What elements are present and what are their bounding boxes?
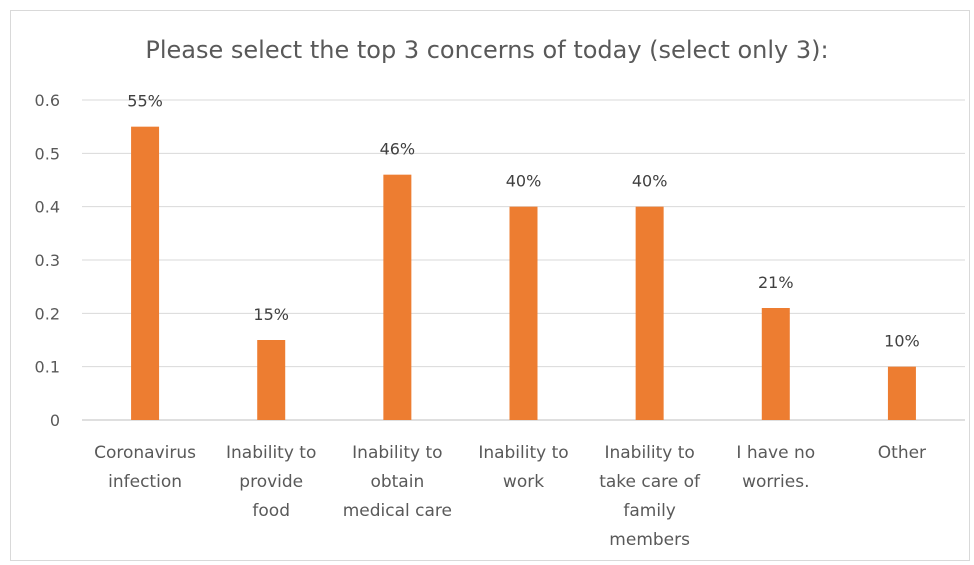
category-label: worries. xyxy=(742,472,809,492)
data-label: 55% xyxy=(127,92,163,111)
y-tick-label: 0 xyxy=(50,411,60,430)
y-axis-ticks: 0 0.1 0.2 0.3 0.4 0.5 0.6 xyxy=(35,91,60,430)
bar xyxy=(131,126,160,421)
y-tick-label: 0.5 xyxy=(35,144,60,163)
data-label: 10% xyxy=(884,332,920,351)
category-label: I have no xyxy=(736,443,815,463)
category-label: Coronavirus xyxy=(94,443,196,463)
y-tick-label: 0.1 xyxy=(35,358,60,377)
category-label: Inability to xyxy=(604,443,694,463)
bar xyxy=(509,206,538,420)
category-label: infection xyxy=(108,472,182,492)
category-label: work xyxy=(503,472,544,492)
category-label: Inability to xyxy=(226,443,316,463)
data-label: 46% xyxy=(380,140,416,159)
chart-frame xyxy=(10,10,970,561)
category-label: obtain xyxy=(370,472,424,492)
bar xyxy=(887,366,916,420)
bar xyxy=(257,340,286,420)
category-label: Other xyxy=(878,443,926,463)
category-label: Inability to xyxy=(352,443,442,463)
category-labels: Coronavirus infection Inability to provide f… xyxy=(94,443,926,550)
y-tick-label: 0.4 xyxy=(35,198,60,217)
category-label: family xyxy=(623,501,675,521)
y-tick-label: 0.2 xyxy=(35,304,60,323)
bar xyxy=(383,174,412,420)
category-label: members xyxy=(609,530,690,550)
bars xyxy=(131,126,916,421)
bar xyxy=(761,308,790,420)
category-label: food xyxy=(252,501,290,521)
category-label: Inability to xyxy=(478,443,568,463)
chart-title: Please select the top 3 concerns of toda… xyxy=(145,36,829,64)
category-label: medical care xyxy=(343,501,452,521)
category-label: take care of xyxy=(599,472,701,492)
data-label: 15% xyxy=(253,305,289,324)
bar xyxy=(635,206,664,420)
data-labels: 55% 15% 46% 40% 40% 21% 10% xyxy=(127,92,919,351)
y-tick-label: 0.3 xyxy=(35,251,60,270)
data-label: 21% xyxy=(758,273,794,292)
category-label: provide xyxy=(239,472,303,492)
data-label: 40% xyxy=(632,172,668,191)
y-tick-label: 0.6 xyxy=(35,91,60,110)
data-label: 40% xyxy=(506,172,542,191)
